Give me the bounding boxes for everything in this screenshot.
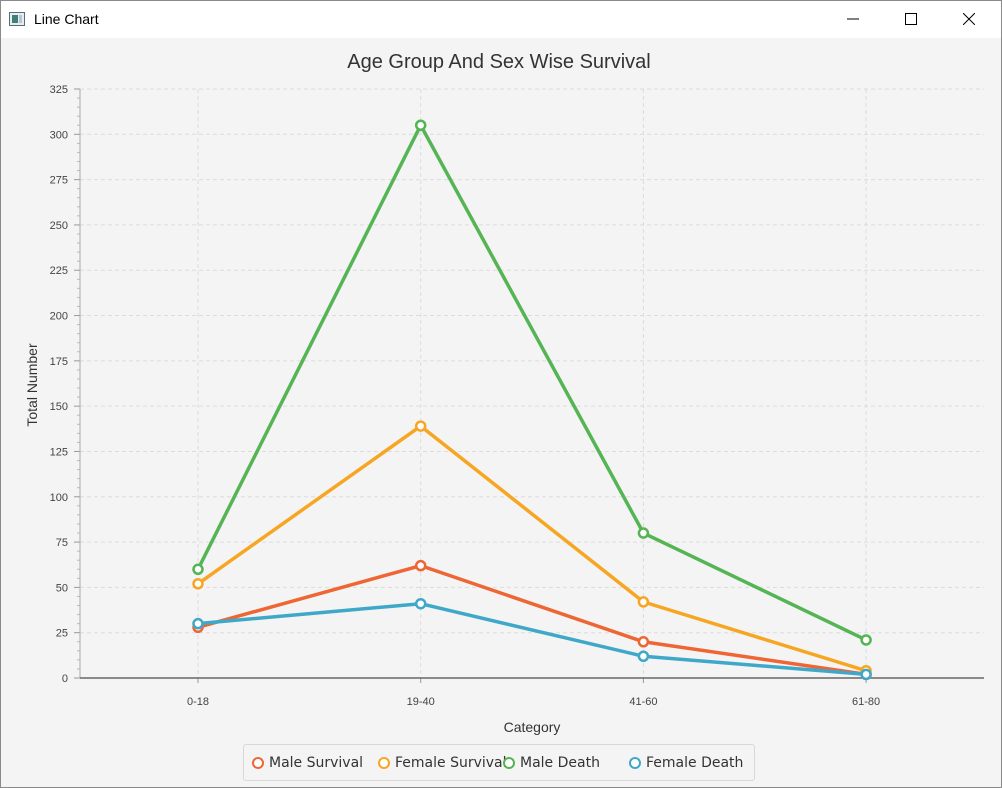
y-tick-label: 275	[50, 175, 68, 187]
y-tick-label: 25	[56, 628, 68, 640]
y-tick-label: 100	[50, 492, 68, 504]
x-tick-label: 0-18	[187, 696, 209, 708]
data-point-male-survival	[414, 559, 427, 572]
series-line-female-survival	[196, 424, 867, 673]
grid	[80, 88, 984, 678]
data-point-male-death	[192, 563, 204, 576]
data-point-female-survival	[192, 578, 204, 590]
data-point-male-death	[414, 119, 427, 131]
axes: 0 25 50 75 100 125 150 175 200 225 250 275 300 325 0-1…	[50, 84, 984, 708]
legend-marker-icon	[503, 757, 515, 769]
series-lines	[192, 119, 872, 681]
data-point-male-death	[637, 527, 650, 539]
data-point-female-death	[192, 617, 204, 630]
legend-marker-icon	[252, 757, 264, 769]
data-point-female-survival	[414, 420, 427, 432]
x-tick-label: 19-40	[407, 696, 435, 708]
y-tick-label: 50	[56, 582, 68, 594]
x-axis-label: Category	[504, 719, 561, 735]
y-tick-label: 175	[50, 356, 68, 368]
y-tick-label: 225	[50, 265, 68, 277]
data-point-female-death	[414, 597, 427, 610]
chart-title: Age Group And Sex Wise Survival	[347, 51, 650, 73]
y-tick-label: 200	[50, 311, 68, 323]
y-tick-label: 250	[50, 220, 68, 232]
legend-label: Female Death	[646, 755, 744, 771]
legend-label: Female Survival	[395, 755, 507, 771]
legend-label: Male Death	[520, 755, 600, 771]
close-icon	[963, 13, 975, 25]
y-tick-label: 150	[50, 401, 68, 413]
x-tick-label: 41-60	[629, 696, 657, 708]
data-point-female-death	[860, 668, 872, 681]
legend-marker-icon	[378, 757, 390, 769]
line-chart: Age Group And Sex Wise Survival 0 25 50 75 1…	[24, 51, 984, 735]
x-tick-label: 61-80	[852, 696, 880, 708]
minimize-button[interactable]	[830, 1, 876, 38]
y-tick-label: 300	[50, 129, 68, 141]
data-point-female-survival	[637, 596, 650, 608]
y-axis-label: Total Number	[24, 343, 40, 427]
maximize-icon	[905, 13, 917, 25]
maximize-button[interactable]	[888, 1, 934, 38]
series-line-male-death	[196, 123, 867, 642]
chart-legend: Male Survival Female Survival Male Death…	[243, 744, 755, 781]
data-point-male-survival	[637, 636, 650, 648]
series-male-death	[192, 119, 872, 646]
series-male-survival	[192, 559, 872, 681]
data-point-male-death	[860, 634, 872, 646]
series-line-male-survival	[197, 563, 867, 677]
y-tick-label: 0	[62, 673, 68, 685]
y-tick-label: 75	[56, 537, 68, 549]
title-bar[interactable]: Line Chart	[1, 1, 1001, 38]
series-female-death	[192, 597, 872, 681]
y-tick-label: 125	[50, 446, 68, 458]
y-tick-label: 325	[50, 84, 68, 96]
legend-marker-icon	[629, 757, 641, 769]
minimize-icon	[847, 18, 859, 20]
app-window-icon	[9, 12, 25, 26]
series-female-survival	[192, 420, 872, 677]
close-button[interactable]	[946, 1, 992, 38]
legend-label: Male Survival	[269, 755, 364, 771]
series-line-female-death	[197, 601, 867, 677]
window-title: Line Chart	[34, 11, 99, 27]
data-point-female-death	[637, 650, 650, 663]
